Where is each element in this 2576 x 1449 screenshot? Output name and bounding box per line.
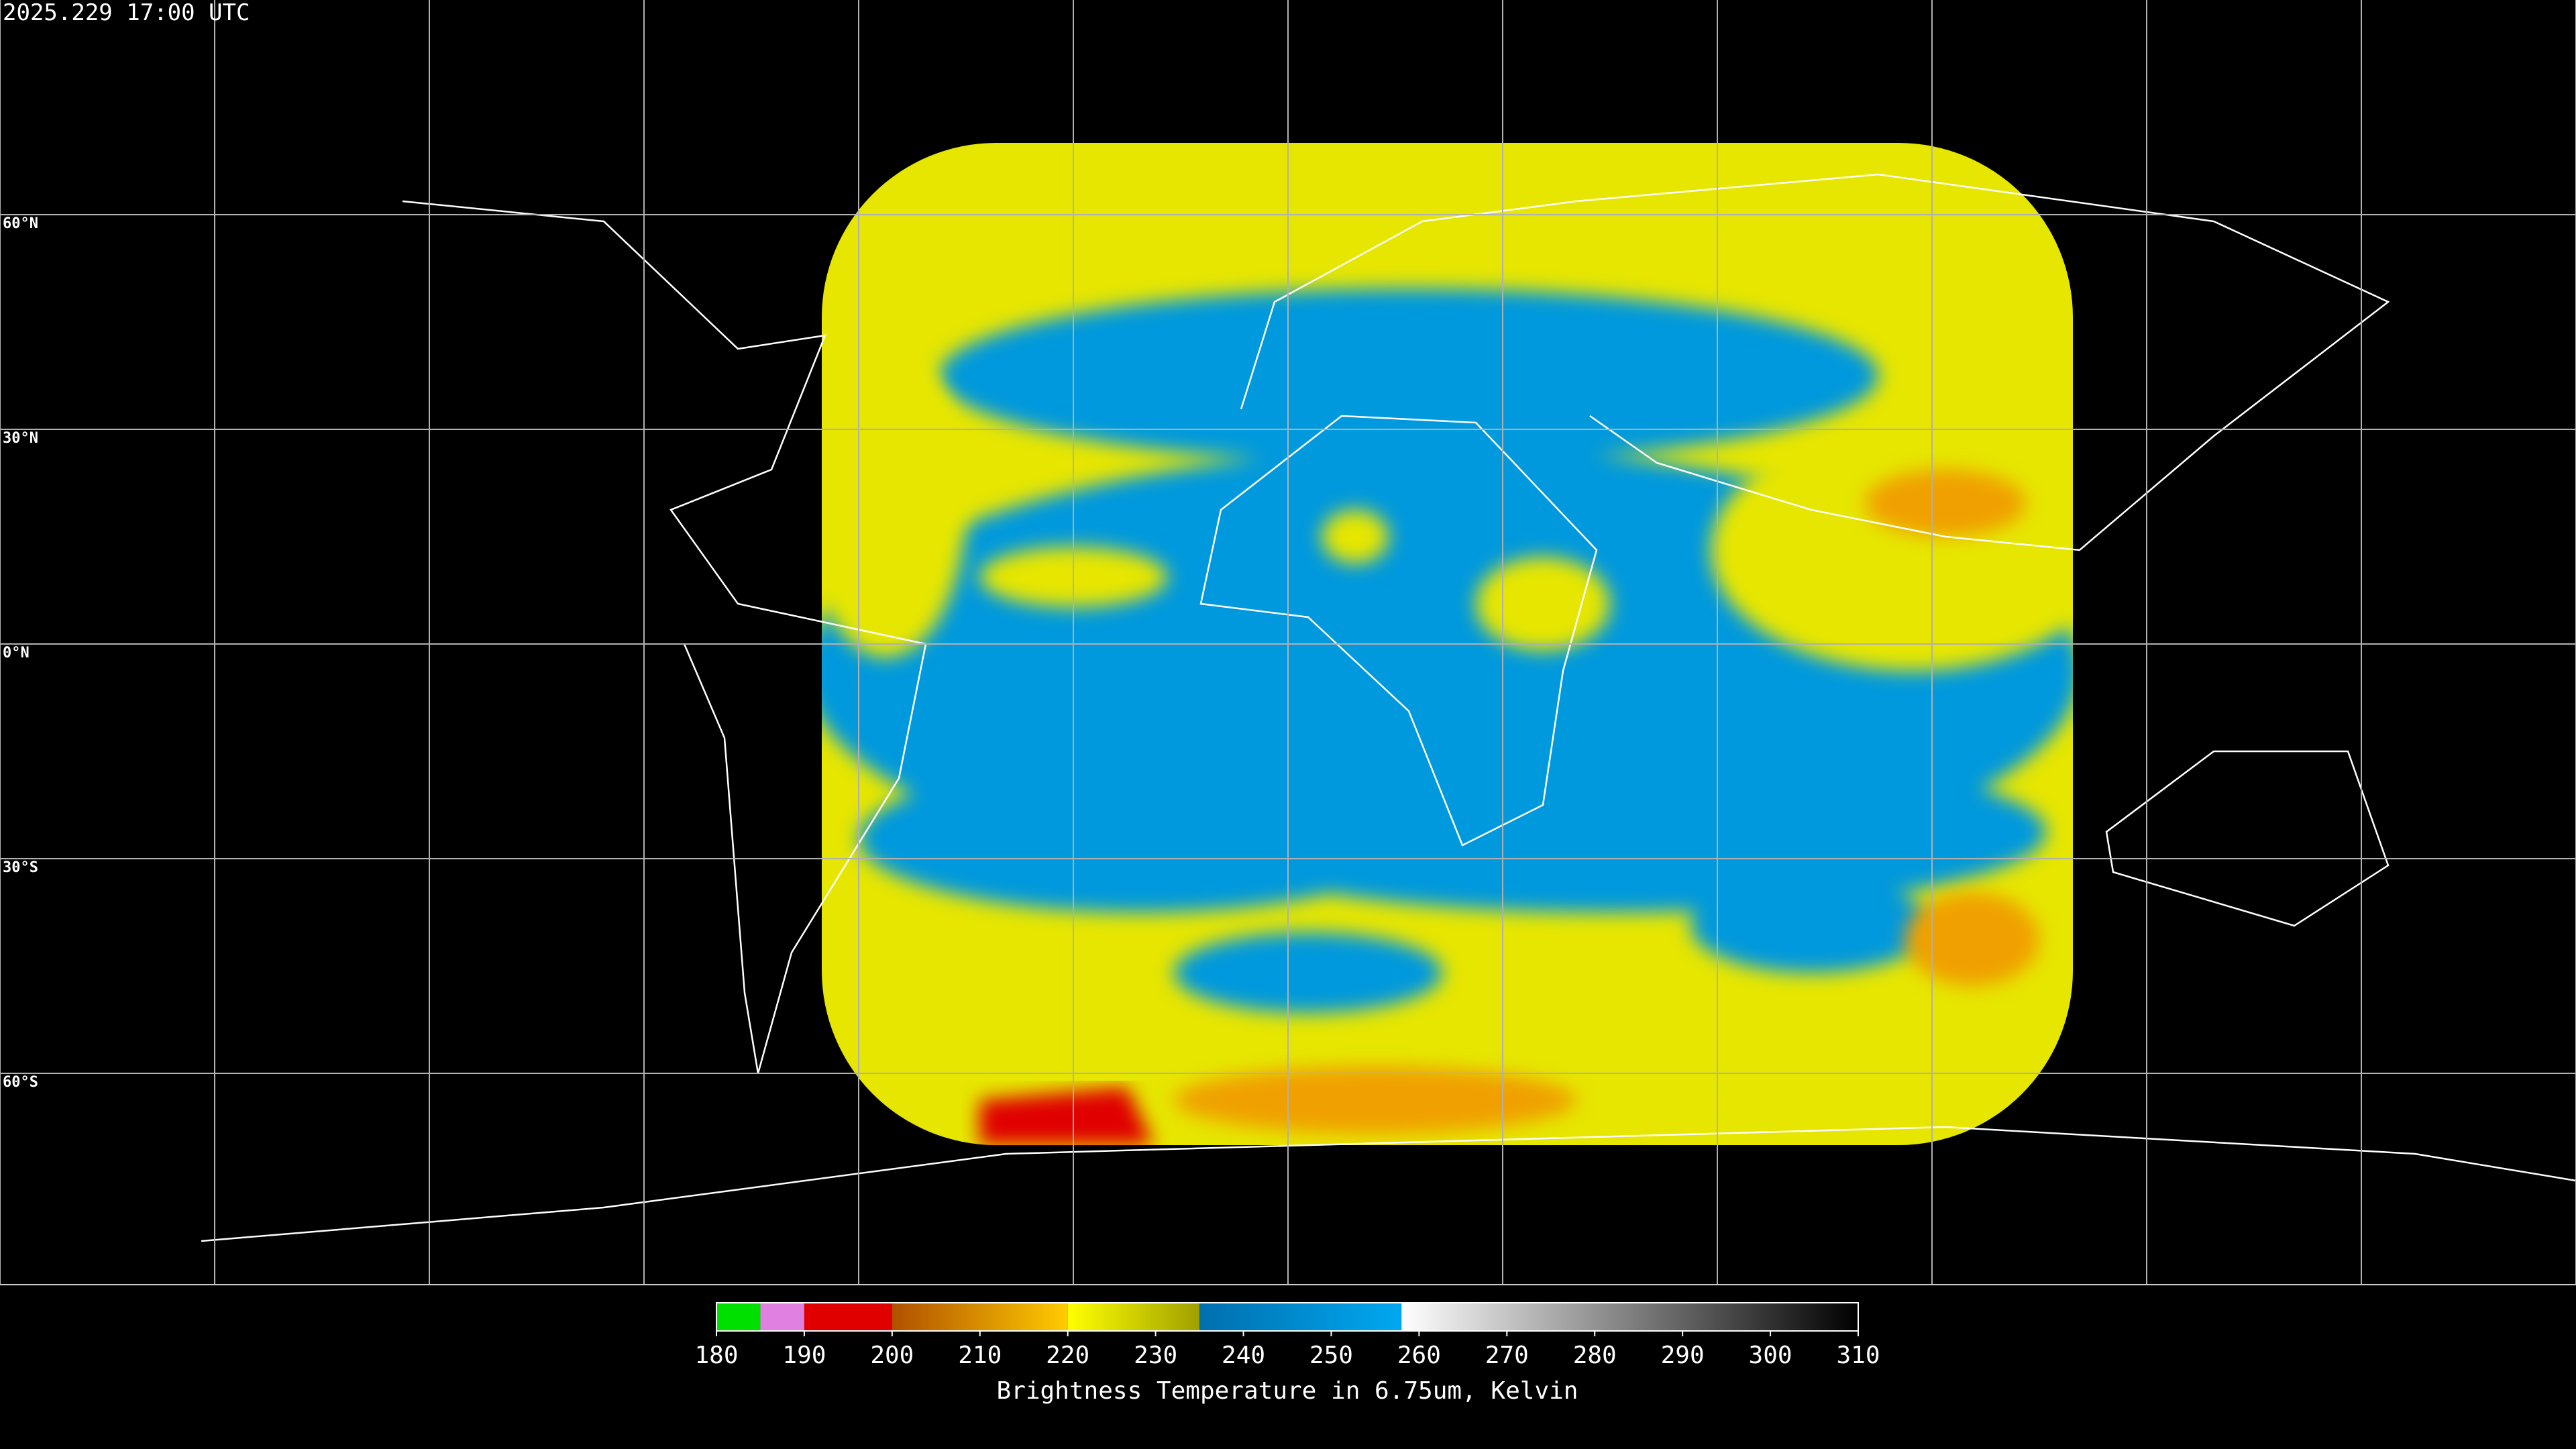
lat-label: 60°N xyxy=(3,215,38,232)
colorbar-segment xyxy=(1067,1303,1200,1331)
colorbar-segment xyxy=(716,1303,761,1331)
lat-label: 30°N xyxy=(3,430,38,447)
colorbar-tick-label: 250 xyxy=(1309,1342,1353,1369)
colorbar-segment xyxy=(760,1303,804,1331)
colorbar-segment xyxy=(1401,1303,1858,1331)
colorbar-frame xyxy=(716,1302,1859,1332)
colorbar-label: Brightness Temperature in 6.75um, Kelvin xyxy=(997,1377,1578,1405)
colorbar-segment xyxy=(892,1303,1068,1331)
colorbar-tick-label: 310 xyxy=(1836,1342,1880,1369)
lat-label: 60°S xyxy=(3,1074,38,1091)
colorbar-tick-label: 300 xyxy=(1749,1342,1792,1369)
colorbar-tick-label: 260 xyxy=(1397,1342,1441,1369)
colorbar-tick-label: 180 xyxy=(694,1342,738,1369)
colorbar-tick-label: 200 xyxy=(870,1342,914,1369)
colorbar-tick-label: 240 xyxy=(1222,1342,1265,1369)
colorbar-tick-label: 290 xyxy=(1661,1342,1705,1369)
colorbar-segment xyxy=(804,1303,892,1331)
colorbar-segment xyxy=(1199,1303,1402,1331)
coastlines xyxy=(201,173,2576,1242)
colorbar-tick-label: 210 xyxy=(958,1342,1002,1369)
colorbar-tick-label: 230 xyxy=(1134,1342,1177,1369)
timestamp: 2025.229 17:00 UTC xyxy=(3,0,250,26)
colorbar-tick-label: 190 xyxy=(782,1342,826,1369)
colorbar-tick-label: 220 xyxy=(1046,1342,1089,1369)
colorbar-tick-label: 280 xyxy=(1573,1342,1617,1369)
graticule xyxy=(0,0,2576,1285)
colorbar-tick-label: 270 xyxy=(1485,1342,1529,1369)
lat-label: 0°N xyxy=(3,645,30,661)
lat-label: 30°S xyxy=(3,859,38,876)
imagery xyxy=(822,143,2073,1145)
